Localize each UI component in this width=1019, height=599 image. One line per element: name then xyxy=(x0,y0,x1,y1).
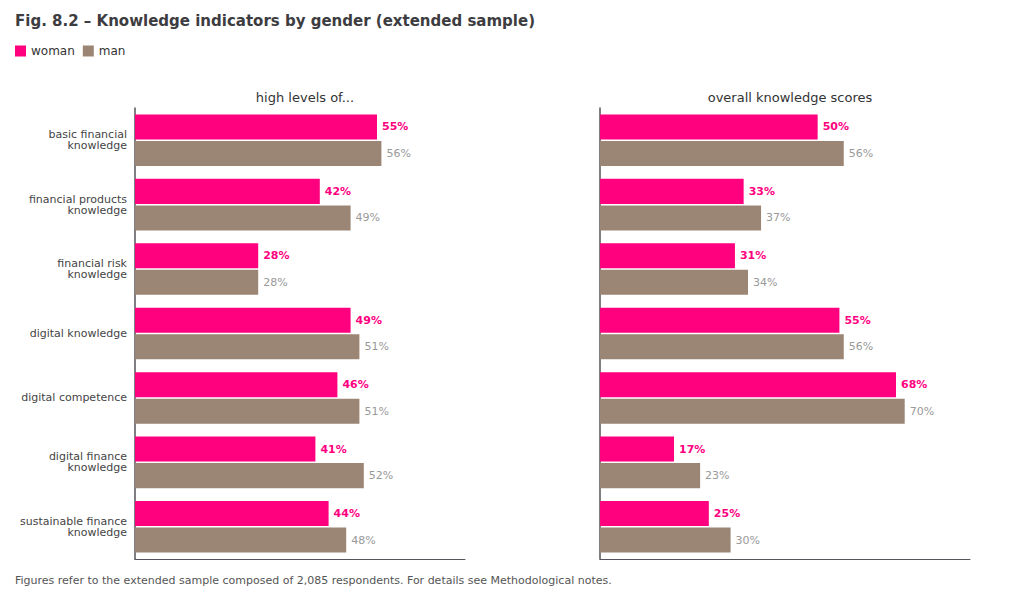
svg-text:knowledge: knowledge xyxy=(67,139,127,152)
svg-text:25%: 25% xyxy=(714,507,740,520)
svg-text:financial products: financial products xyxy=(28,192,127,206)
svg-text:49%: 49% xyxy=(356,211,380,224)
svg-text:51%: 51% xyxy=(364,405,388,418)
svg-text:Fig. 8.2 – Knowledge indicator: Fig. 8.2 – Knowledge indicators by gende… xyxy=(15,12,535,30)
svg-text:high levels of...: high levels of... xyxy=(256,90,354,105)
svg-text:woman: woman xyxy=(31,44,75,58)
svg-text:basic financial: basic financial xyxy=(48,128,127,142)
svg-text:52%: 52% xyxy=(369,469,393,482)
svg-text:56%: 56% xyxy=(849,340,873,353)
svg-text:50%: 50% xyxy=(823,120,849,133)
svg-text:financial risk: financial risk xyxy=(57,257,127,271)
svg-text:digital finance: digital finance xyxy=(48,450,127,464)
svg-text:digital competence: digital competence xyxy=(21,391,127,404)
svg-text:28%: 28% xyxy=(263,249,289,262)
svg-text:knowledge: knowledge xyxy=(67,204,127,217)
svg-text:68%: 68% xyxy=(901,378,927,391)
svg-text:17%: 17% xyxy=(679,443,705,456)
svg-text:digital knowledge: digital knowledge xyxy=(30,327,128,340)
svg-text:70%: 70% xyxy=(910,405,934,418)
svg-text:knowledge: knowledge xyxy=(67,268,127,281)
svg-text:31%: 31% xyxy=(740,249,766,262)
svg-text:sustainable finance: sustainable finance xyxy=(20,514,127,528)
svg-text:man: man xyxy=(99,44,126,58)
svg-text:knowledge: knowledge xyxy=(67,461,127,474)
svg-text:56%: 56% xyxy=(849,147,873,160)
svg-text:42%: 42% xyxy=(325,185,351,198)
svg-text:overall knowledge scores: overall knowledge scores xyxy=(708,90,873,105)
svg-text:48%: 48% xyxy=(351,534,375,547)
svg-text:49%: 49% xyxy=(356,314,382,327)
svg-text:30%: 30% xyxy=(736,534,760,547)
svg-text:41%: 41% xyxy=(320,443,346,456)
svg-text:33%: 33% xyxy=(749,185,775,198)
svg-text:37%: 37% xyxy=(766,211,790,224)
svg-text:23%: 23% xyxy=(705,469,729,482)
svg-text:55%: 55% xyxy=(382,120,408,133)
svg-text:56%: 56% xyxy=(386,147,410,160)
svg-text:51%: 51% xyxy=(364,340,388,353)
svg-text:46%: 46% xyxy=(342,378,368,391)
svg-text:44%: 44% xyxy=(334,507,360,520)
svg-text:Figures refer to the extended: Figures refer to the extended sample com… xyxy=(15,574,612,587)
svg-text:28%: 28% xyxy=(263,276,287,289)
svg-text:34%: 34% xyxy=(753,276,777,289)
svg-text:55%: 55% xyxy=(844,314,870,327)
svg-text:knowledge: knowledge xyxy=(67,526,127,539)
